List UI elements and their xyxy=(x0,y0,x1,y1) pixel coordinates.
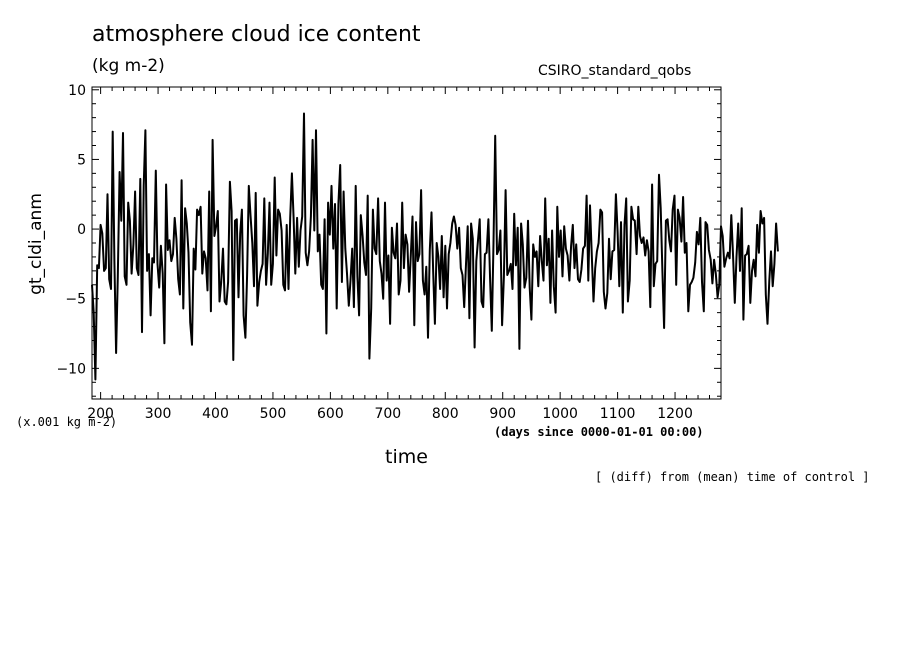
x-tick-label: 600 xyxy=(317,406,344,422)
x-axis-label: time xyxy=(385,446,428,468)
x-tick-label: 200 xyxy=(87,406,114,422)
x-tick-label: 700 xyxy=(374,406,401,422)
x-tick-label: 300 xyxy=(145,406,172,422)
y-tick-label: −10 xyxy=(56,361,86,377)
y-tick-label: 0 xyxy=(77,222,86,238)
run-name: CSIRO_standard_qobs xyxy=(538,63,692,79)
x-tick-label: 1200 xyxy=(657,406,693,422)
y-ticks: −10 −5 0 5 10 xyxy=(56,83,721,397)
x-tick-label: 900 xyxy=(489,406,516,422)
series-line xyxy=(91,112,779,381)
x-ticks: 200 300 400 500 600 700 800 900 1000 1100 1200 xyxy=(87,87,722,422)
scale-note: (x.001 kg m-2) xyxy=(16,415,118,429)
y-tick-label: −5 xyxy=(65,292,86,308)
chart-title: atmosphere cloud ice content xyxy=(92,22,421,47)
chart-units: (kg m-2) xyxy=(92,56,165,76)
x-tick-label: 1000 xyxy=(542,406,578,422)
x-tick-label: 500 xyxy=(260,406,287,422)
x-tick-label: 400 xyxy=(202,406,229,422)
operation-note: [ (diff) from (mean) time of control ] xyxy=(595,470,870,484)
x-tick-label: 800 xyxy=(432,406,459,422)
x-tick-label: 1100 xyxy=(600,406,636,422)
y-tick-label: 10 xyxy=(68,83,86,99)
y-tick-label: 5 xyxy=(77,152,86,168)
x-axis-units: (days since 0000-01-01 00:00) xyxy=(494,425,704,439)
